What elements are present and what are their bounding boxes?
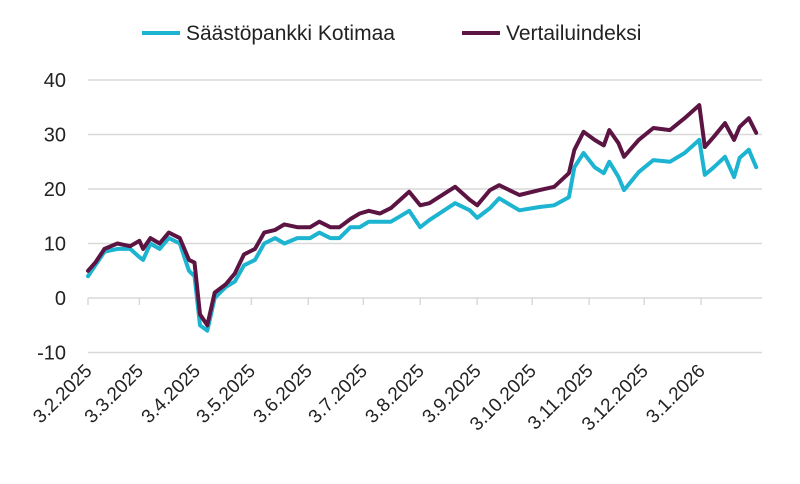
- y-tick-label: 10: [44, 234, 66, 256]
- series-line-saastopankki-kotimaa: [86, 137, 759, 333]
- y-tick-label: 20: [44, 179, 66, 201]
- legend-label-index: Vertailuindeksi: [506, 22, 641, 45]
- legend-label-fund: Säästöpankki Kotimaa: [186, 22, 395, 45]
- x-tick-label: 3.4.2025: [138, 361, 205, 428]
- legend: Säästöpankki Kotimaa Vertailuindeksi: [142, 22, 641, 45]
- y-tick-label: 30: [44, 125, 66, 147]
- x-tick-label: 3.8.2025: [362, 361, 429, 428]
- y-tick-label: -10: [37, 343, 66, 365]
- x-tick-label: 3.1.2026: [642, 361, 709, 428]
- y-tick-label: 40: [44, 70, 66, 92]
- y-tick-label: 0: [55, 288, 66, 310]
- x-tick-label: 3.5.2025: [193, 361, 260, 428]
- x-tick-label: 3.7.2025: [305, 361, 372, 428]
- series-line-vertailuindeksi: [86, 103, 759, 328]
- x-tick-label: 3.6.2025: [250, 361, 317, 428]
